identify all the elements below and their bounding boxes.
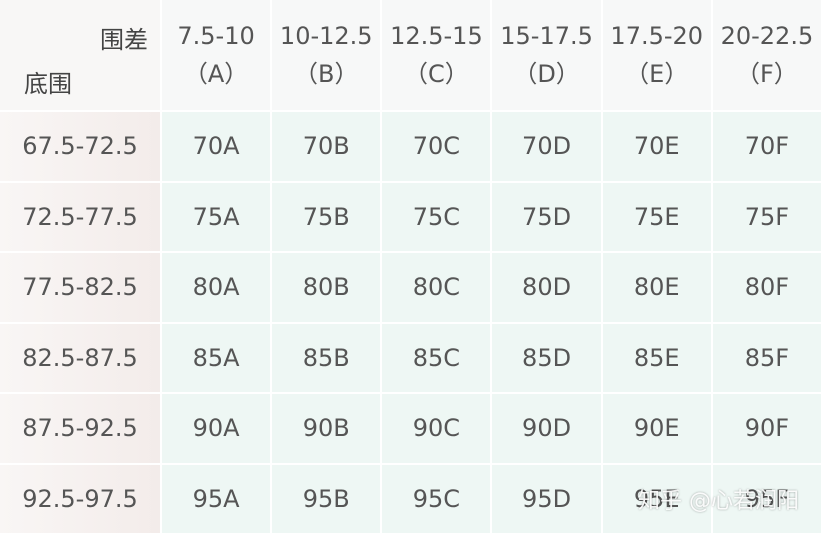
- size-cell: 85F: [712, 323, 821, 392]
- column-letter: （D）: [513, 60, 580, 88]
- size-cell: 75C: [382, 182, 491, 251]
- column-letter: （A）: [183, 60, 249, 88]
- size-cell: 85D: [492, 323, 601, 392]
- row-label: 92.5-97.5: [0, 464, 160, 533]
- column-header: 7.5-10 （A）: [162, 0, 271, 110]
- column-axis-label: 围差: [100, 26, 148, 54]
- column-range: 20-22.5: [720, 22, 814, 50]
- size-cell: 75B: [272, 182, 381, 251]
- size-cell: 75D: [492, 182, 601, 251]
- column-header: 15-17.5 （D）: [492, 0, 601, 110]
- size-cell: 80B: [272, 253, 381, 322]
- column-range: 10-12.5: [279, 22, 373, 50]
- column-letter: （E）: [625, 60, 689, 88]
- column-letter: （C）: [404, 60, 469, 88]
- column-range: 7.5-10: [177, 22, 255, 50]
- size-cell: 75A: [162, 182, 271, 251]
- watermark: 知乎 @心若润阳: [638, 489, 799, 514]
- size-cell: 95E: [602, 464, 711, 533]
- column-range: 17.5-20: [610, 22, 704, 50]
- size-cell: 80D: [492, 253, 601, 322]
- size-cell: 95D: [492, 464, 601, 533]
- size-cell: 90E: [602, 394, 711, 463]
- size-cell: 95A: [162, 464, 271, 533]
- column-letter: （F）: [736, 60, 798, 88]
- column-header: 12.5-15 （C）: [382, 0, 491, 110]
- row-label: 72.5-77.5: [0, 182, 160, 251]
- size-cell: 95C: [382, 464, 491, 533]
- size-cell: 80E: [602, 253, 711, 322]
- column-range: 12.5-15: [390, 22, 483, 50]
- size-cell: 80F: [712, 253, 821, 322]
- column-header: 20-22.5 （F）: [712, 0, 821, 110]
- size-cell: 70F: [712, 112, 821, 181]
- row-label: 77.5-82.5: [0, 253, 160, 322]
- size-cell: 70E: [602, 112, 711, 181]
- size-cell: 95B: [272, 464, 381, 533]
- column-header: 10-12.5 （B）: [272, 0, 381, 110]
- size-cell: 90B: [272, 394, 381, 463]
- corner-cell: 围差 底围: [0, 0, 160, 110]
- size-cell: 70B: [272, 112, 381, 181]
- size-cell: 85A: [162, 323, 271, 392]
- size-cell: 85E: [602, 323, 711, 392]
- row-axis-label: 底围: [24, 70, 72, 98]
- size-cell: 70D: [492, 112, 601, 181]
- row-label: 82.5-87.5: [0, 323, 160, 392]
- row-label: 87.5-92.5: [0, 394, 160, 463]
- size-cell: 70A: [162, 112, 271, 181]
- size-cell: 80C: [382, 253, 491, 322]
- size-cell: 90C: [382, 394, 491, 463]
- column-header: 17.5-20 （E）: [602, 0, 711, 110]
- size-cell: 85B: [272, 323, 381, 392]
- size-cell: 95F: [712, 464, 821, 533]
- row-label: 67.5-72.5: [0, 112, 160, 181]
- size-cell: 85C: [382, 323, 491, 392]
- size-cell: 90A: [162, 394, 271, 463]
- size-cell: 80A: [162, 253, 271, 322]
- size-cell: 70C: [382, 112, 491, 181]
- size-cell: 90D: [492, 394, 601, 463]
- size-cell: 90F: [712, 394, 821, 463]
- size-cell: 75E: [602, 182, 711, 251]
- column-range: 15-17.5: [500, 22, 593, 50]
- column-letter: （B）: [294, 60, 359, 88]
- size-cell: 75F: [712, 182, 821, 251]
